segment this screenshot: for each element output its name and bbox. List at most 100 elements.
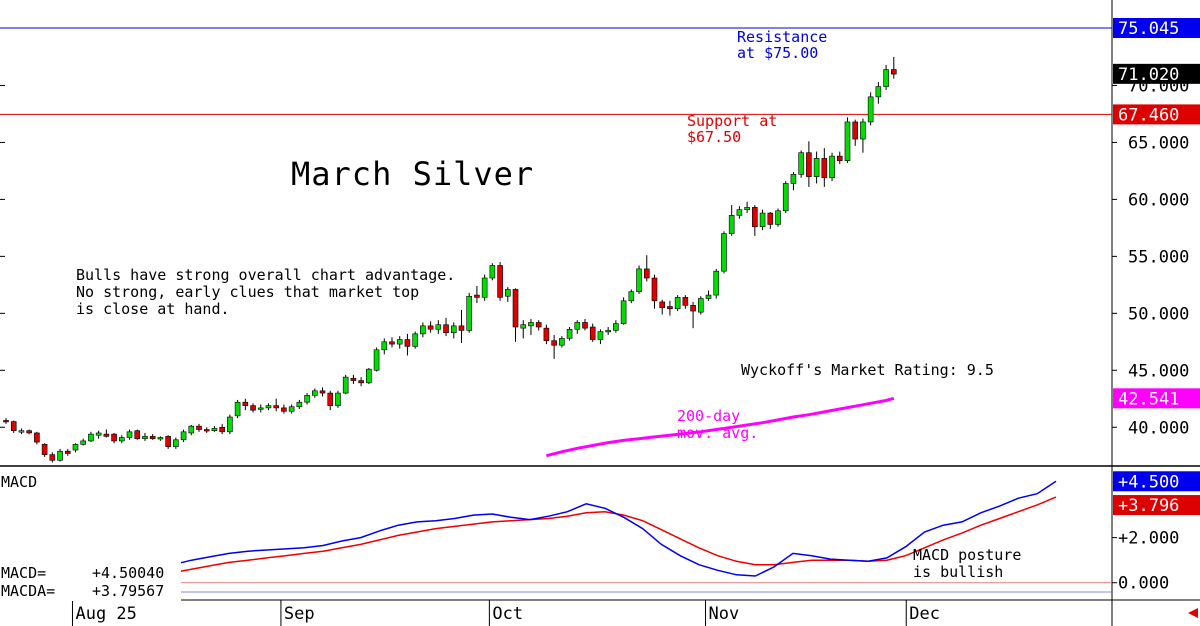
candle-body: [813, 158, 820, 177]
candle-body: [512, 289, 519, 328]
candle-body: [358, 380, 364, 384]
candlestick: [80, 438, 86, 446]
candlestick: [481, 274, 488, 301]
candle-body: [219, 426, 225, 433]
candlestick: [173, 437, 179, 449]
candlestick: [366, 368, 372, 384]
candle-body: [273, 405, 280, 409]
candlestick: [196, 423, 202, 432]
y-tick-label: 45.000: [1128, 361, 1189, 381]
support-label-line-1: Support at: [687, 112, 777, 130]
candle-body: [443, 324, 449, 334]
candlestick: [450, 322, 457, 339]
candlestick: [443, 317, 449, 337]
candle-body: [643, 268, 650, 279]
candle-body: [628, 291, 635, 302]
support-tag-bg: [1113, 104, 1200, 125]
candlestick: [466, 292, 473, 333]
candlestick: [582, 319, 588, 331]
candlestick: [335, 390, 341, 408]
candle-body: [574, 322, 581, 330]
candlestick: [435, 320, 442, 334]
candle-body: [543, 327, 550, 341]
candle-body: [806, 152, 812, 177]
candle-body: [342, 376, 349, 394]
candle-body: [165, 436, 171, 447]
candle-body: [458, 325, 465, 331]
candlestick: [311, 388, 318, 398]
candle-body: [713, 270, 720, 296]
candle-body: [528, 322, 534, 327]
candle-body: [728, 215, 735, 234]
candlestick: [682, 295, 689, 309]
chart-title: March Silver: [291, 155, 534, 193]
candlestick: [281, 404, 287, 414]
candlestick: [257, 404, 264, 413]
candle-body: [890, 69, 897, 75]
candlestick: [613, 320, 619, 333]
candle-body: [389, 341, 395, 345]
candle-body: [103, 433, 110, 437]
candle-body: [257, 407, 264, 410]
candlestick: [188, 424, 195, 436]
candle-body: [250, 405, 256, 411]
candlestick: [775, 208, 781, 227]
candlestick: [566, 327, 573, 341]
candlestick: [57, 448, 63, 462]
candle-body: [64, 450, 71, 454]
candlestick: [528, 319, 534, 335]
candle-body: [667, 306, 673, 310]
candlestick: [559, 336, 565, 348]
candlestick: [227, 414, 233, 435]
support-tag: 67.460: [1118, 105, 1179, 125]
candle-body: [304, 395, 310, 403]
candle-body: [481, 277, 488, 298]
candlestick: [520, 320, 527, 339]
candlestick: [389, 337, 395, 348]
candle-body: [582, 322, 588, 329]
macd-y-tick-label: 0.000: [1118, 574, 1169, 594]
chart-note-line-2: No strong, early clues that market top: [76, 283, 419, 301]
candlestick: [512, 288, 519, 342]
candlestick: [88, 431, 94, 443]
y-tick-label: 65.000: [1128, 133, 1189, 153]
candle-body: [867, 96, 874, 123]
x-tick-label: Oct: [492, 604, 523, 624]
candle-body: [744, 207, 750, 210]
candlestick: [119, 435, 125, 444]
candlestick: [26, 429, 32, 435]
candle-body: [227, 416, 233, 433]
candle-body: [173, 439, 179, 447]
candlestick: [813, 151, 820, 184]
candle-body: [705, 294, 712, 299]
candle-body: [736, 209, 743, 216]
candlestick: [697, 296, 704, 315]
candle-body: [474, 294, 480, 298]
candlestick: [72, 443, 79, 453]
candlestick: [829, 152, 835, 182]
candlestick: [620, 297, 627, 325]
candlestick: [304, 393, 310, 405]
candlestick: [288, 404, 295, 414]
candle-body: [26, 430, 32, 434]
candlestick: [342, 374, 349, 395]
candlestick: [10, 420, 17, 433]
candle-body: [88, 433, 94, 442]
candle-body: [589, 326, 596, 340]
macd-note-line-1: MACD posture: [913, 546, 1021, 564]
resistance-tag: 75.045: [1118, 19, 1179, 39]
candle-body: [883, 69, 889, 87]
candlestick: [412, 331, 418, 349]
x-tick-label: Aug 25: [75, 604, 136, 624]
candle-body: [149, 436, 156, 439]
candle-body: [821, 158, 828, 179]
candlestick: [497, 262, 503, 301]
candle-body: [535, 322, 542, 328]
candlestick: [296, 399, 303, 410]
candle-body: [790, 174, 797, 184]
y-tick-label: 50.000: [1128, 304, 1189, 324]
scroll-left-arrow-icon[interactable]: [1188, 608, 1198, 618]
candlestick: [636, 265, 642, 294]
